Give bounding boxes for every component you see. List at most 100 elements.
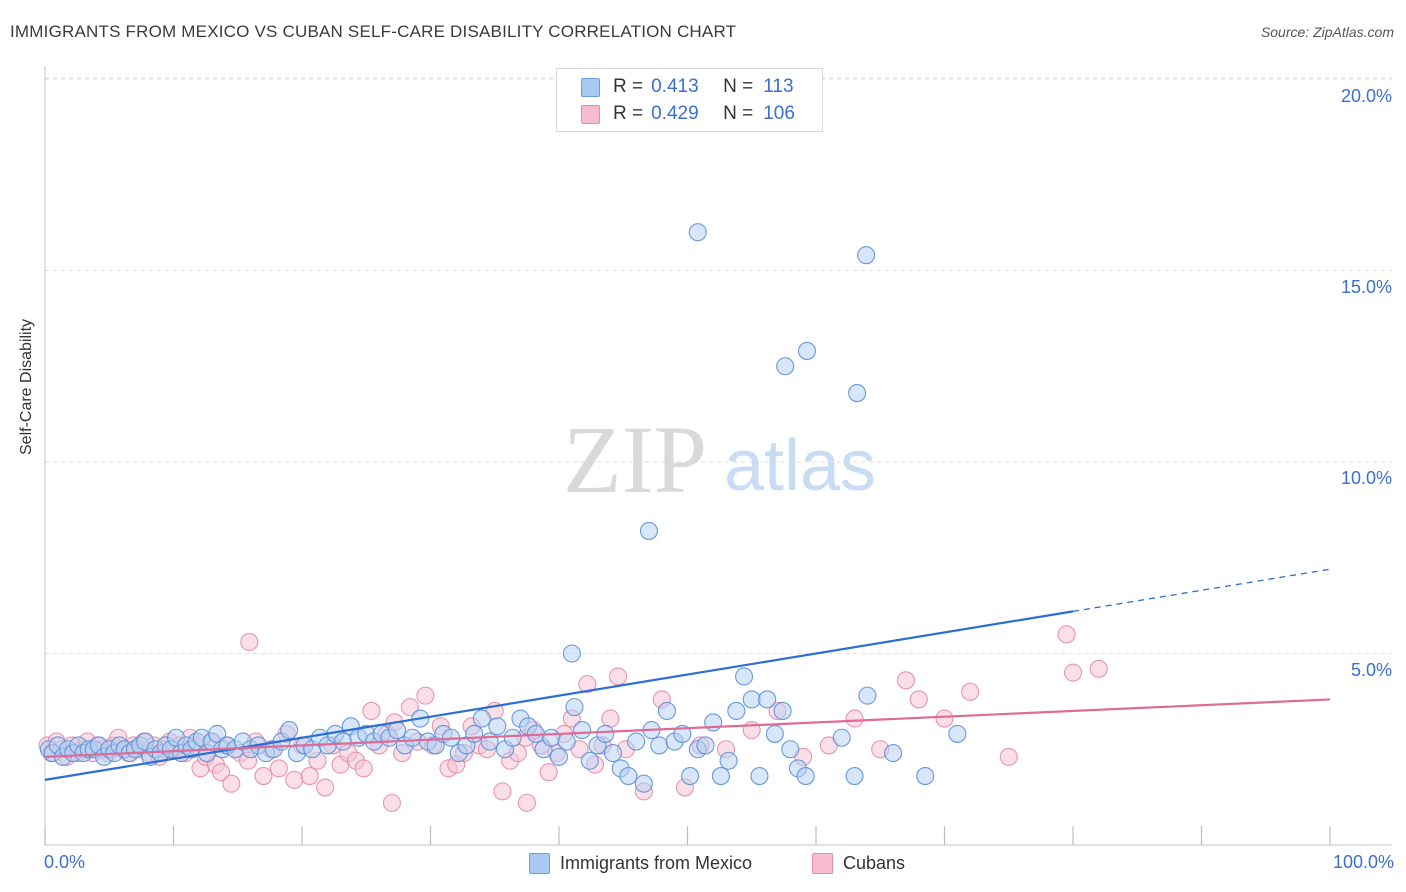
mexico-point xyxy=(549,747,569,766)
cubans-point xyxy=(1063,663,1083,682)
cubans-point xyxy=(539,763,558,782)
cubans-point xyxy=(601,709,620,728)
bottom-legend-cubans: Cubans xyxy=(812,850,905,876)
mexico-point xyxy=(603,744,623,763)
mexico-point xyxy=(796,767,815,786)
cubans-point xyxy=(222,774,241,793)
mexico-point xyxy=(781,740,800,759)
mexico-point xyxy=(858,686,877,705)
y-axis-label: Self-Care Disability xyxy=(18,318,35,455)
mexico-point xyxy=(719,751,738,770)
mexico-point xyxy=(696,736,715,755)
mexico-point xyxy=(503,728,522,747)
mexico-point xyxy=(657,701,676,721)
mexico-point xyxy=(557,732,576,751)
chart-title: IMMIGRANTS FROM MEXICO VS CUBAN SELF-CAR… xyxy=(10,22,737,41)
bottom-legend-label-mexico: Immigrants from Mexico xyxy=(560,852,753,873)
legend-r-value-mexico: 0.413 xyxy=(651,76,699,97)
mexico-trend-line xyxy=(44,610,1074,781)
mexico-point xyxy=(334,732,353,751)
cubans-point xyxy=(240,632,259,652)
source-credit: Source: ZipAtlas.com xyxy=(1260,24,1394,40)
mexico-points xyxy=(39,223,967,793)
mexico-point xyxy=(542,728,561,747)
y-tick-label-15: 15.0% xyxy=(1340,277,1392,297)
mexico-point xyxy=(627,732,646,751)
cubans-point xyxy=(961,682,980,701)
watermark-atlas: atlas xyxy=(724,426,876,506)
mexico-point xyxy=(619,767,638,786)
mexico-point xyxy=(916,767,935,786)
mexico-point xyxy=(688,223,707,242)
mexico-point xyxy=(681,767,700,786)
mexico-point xyxy=(845,767,864,786)
cubans-point xyxy=(211,763,231,782)
mexico-point xyxy=(639,521,659,540)
mexico-point xyxy=(750,767,769,786)
bottom-legend-swatch-cubans xyxy=(812,852,833,874)
cubans-point xyxy=(896,671,916,690)
mexico-point xyxy=(797,341,817,360)
cubans-point xyxy=(1089,659,1108,678)
mexico-point xyxy=(734,667,754,686)
cubans-point xyxy=(416,686,435,705)
legend-swatch-cubans xyxy=(581,104,600,124)
legend-r-label: R = xyxy=(613,76,644,97)
legend-r-value-cubans: 0.429 xyxy=(651,103,699,124)
cubans-point xyxy=(269,759,288,778)
mexico-point xyxy=(565,698,584,717)
y-tick-label-5: 5.0% xyxy=(1350,660,1392,680)
cubans-point xyxy=(285,770,304,789)
cubans-point xyxy=(400,698,419,717)
cubans-point xyxy=(845,709,864,728)
mexico-point xyxy=(562,644,581,663)
cubans-point xyxy=(609,667,628,686)
mexico-point xyxy=(573,721,592,740)
watermark: ZIP atlas xyxy=(563,406,876,513)
axes xyxy=(44,66,1392,846)
cubans-point xyxy=(382,793,402,812)
cubans-point xyxy=(517,793,536,812)
legend-swatch-mexico xyxy=(581,77,600,97)
mexico-point xyxy=(280,721,299,740)
mexico-point xyxy=(832,728,851,747)
trend-lines xyxy=(44,568,1331,781)
mexico-point xyxy=(948,724,967,743)
mexico-point xyxy=(765,724,784,743)
cubans-point xyxy=(578,675,597,694)
mexico-point xyxy=(742,690,761,709)
cubans-point xyxy=(354,759,373,778)
cubans-trend-line xyxy=(44,698,1331,759)
mexico-point xyxy=(758,690,777,709)
legend-n-value-mexico: 113 xyxy=(763,76,794,97)
mexico-point xyxy=(403,728,422,747)
legend-n-label: N = xyxy=(723,76,754,97)
cubans-point xyxy=(316,778,335,797)
mexico-point xyxy=(465,724,484,743)
bottom-legend-mexico: Immigrants from Mexico xyxy=(529,850,752,876)
legend-n-value-cubans: 106 xyxy=(763,103,795,124)
cubans-point xyxy=(999,747,1018,766)
mexico-point xyxy=(580,751,599,770)
grid-lines xyxy=(45,77,1392,654)
bottom-legend-swatch-mexico xyxy=(529,852,550,874)
mexico-trend-extension xyxy=(1072,568,1331,613)
legend-r-label: R = xyxy=(613,103,644,124)
mexico-point xyxy=(634,774,653,793)
mexico-point xyxy=(848,384,867,403)
mexico-point xyxy=(596,724,615,743)
watermark-zip: ZIP xyxy=(563,406,707,513)
mexico-point xyxy=(884,744,903,763)
cubans-point xyxy=(909,690,928,709)
y-tick-label-10: 10.0% xyxy=(1340,468,1392,488)
y-tick-label-20: 20.0% xyxy=(1340,86,1392,106)
cubans-point xyxy=(362,701,381,721)
mexico-point xyxy=(776,357,795,376)
mexico-point xyxy=(472,709,491,728)
legend-n-label: N = xyxy=(723,103,754,124)
mexico-point xyxy=(650,736,669,755)
mexico-point xyxy=(488,717,507,736)
mexico-point xyxy=(711,767,730,786)
mexico-point xyxy=(727,701,746,721)
